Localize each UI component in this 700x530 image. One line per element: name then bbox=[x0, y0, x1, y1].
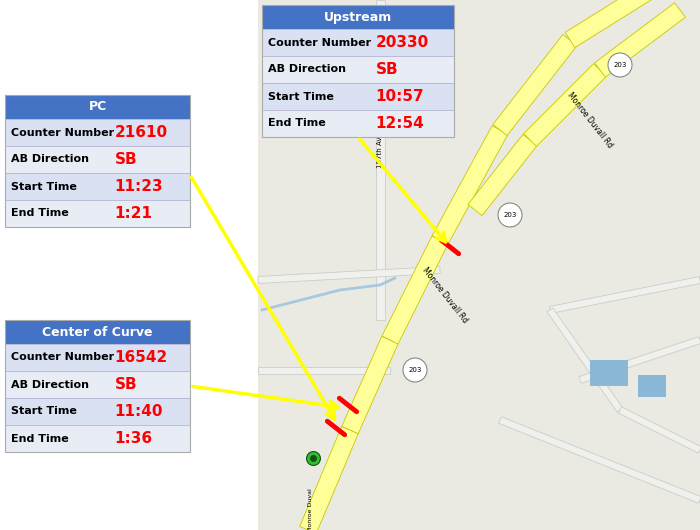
Bar bbox=[108, 200, 190, 227]
Polygon shape bbox=[579, 337, 700, 383]
Circle shape bbox=[498, 203, 522, 227]
Bar bbox=[108, 119, 190, 146]
Text: 187th Ave SE: 187th Ave SE bbox=[377, 121, 383, 169]
Bar bbox=[590, 360, 628, 386]
Text: Counter Number: Counter Number bbox=[268, 38, 371, 48]
Bar bbox=[262, 83, 454, 110]
Text: Monroe Duvall Rd: Monroe Duvall Rd bbox=[421, 266, 470, 324]
Polygon shape bbox=[493, 34, 577, 136]
Polygon shape bbox=[524, 64, 606, 146]
Polygon shape bbox=[550, 277, 700, 313]
Text: Monroe Duval: Monroe Duval bbox=[307, 488, 312, 530]
Polygon shape bbox=[258, 367, 390, 374]
Bar bbox=[262, 56, 454, 83]
Bar bbox=[108, 173, 190, 200]
Text: 12:54: 12:54 bbox=[375, 116, 424, 131]
Text: 20330: 20330 bbox=[375, 35, 429, 50]
Bar bbox=[5, 95, 190, 119]
Bar bbox=[5, 173, 108, 200]
Bar bbox=[5, 200, 108, 227]
Bar bbox=[638, 375, 666, 397]
Bar bbox=[5, 398, 108, 425]
Text: 203: 203 bbox=[503, 212, 517, 218]
Bar bbox=[5, 173, 190, 200]
Text: PC: PC bbox=[88, 101, 106, 113]
Bar bbox=[262, 5, 454, 137]
Polygon shape bbox=[565, 0, 655, 48]
Bar bbox=[5, 320, 190, 344]
Polygon shape bbox=[342, 337, 398, 434]
Bar bbox=[262, 83, 370, 110]
Bar bbox=[108, 425, 190, 452]
Polygon shape bbox=[375, 0, 384, 320]
Text: Center of Curve: Center of Curve bbox=[42, 325, 153, 339]
Text: 1:21: 1:21 bbox=[115, 206, 153, 221]
Text: SB: SB bbox=[115, 152, 137, 167]
Polygon shape bbox=[382, 236, 448, 344]
Bar bbox=[258, 0, 700, 530]
Bar bbox=[262, 110, 370, 137]
Text: End Time: End Time bbox=[11, 434, 69, 444]
Bar bbox=[5, 371, 108, 398]
Text: Start Time: Start Time bbox=[268, 92, 334, 102]
Text: Counter Number: Counter Number bbox=[11, 128, 114, 137]
Polygon shape bbox=[258, 267, 440, 284]
Bar bbox=[108, 371, 190, 398]
Text: Start Time: Start Time bbox=[11, 407, 77, 417]
Text: End Time: End Time bbox=[268, 119, 326, 128]
Polygon shape bbox=[547, 308, 623, 412]
Bar bbox=[108, 398, 190, 425]
Bar bbox=[5, 119, 108, 146]
Text: 11:23: 11:23 bbox=[115, 179, 163, 194]
Text: Monroe Duvall Rd: Monroe Duvall Rd bbox=[566, 91, 615, 149]
Text: SB: SB bbox=[375, 62, 398, 77]
Bar bbox=[370, 56, 454, 83]
Bar bbox=[108, 146, 190, 173]
Bar bbox=[5, 344, 108, 371]
Bar bbox=[370, 29, 454, 56]
Text: 21610: 21610 bbox=[115, 125, 168, 140]
Text: Start Time: Start Time bbox=[11, 181, 77, 191]
Text: AB Direction: AB Direction bbox=[11, 155, 89, 164]
Bar bbox=[262, 29, 370, 56]
Text: SB: SB bbox=[115, 377, 137, 392]
Bar bbox=[262, 110, 454, 137]
Bar bbox=[262, 5, 454, 29]
Bar bbox=[5, 398, 190, 425]
Polygon shape bbox=[468, 135, 537, 216]
Text: 1:36: 1:36 bbox=[115, 431, 153, 446]
Polygon shape bbox=[594, 3, 685, 77]
Text: 10:57: 10:57 bbox=[375, 89, 424, 104]
Text: 11:40: 11:40 bbox=[115, 404, 163, 419]
Text: Upstream: Upstream bbox=[324, 11, 392, 23]
Circle shape bbox=[608, 53, 632, 77]
Polygon shape bbox=[498, 417, 700, 504]
Polygon shape bbox=[300, 427, 358, 530]
Bar bbox=[5, 119, 190, 146]
Text: 16542: 16542 bbox=[115, 350, 168, 365]
Bar bbox=[370, 110, 454, 137]
Bar bbox=[108, 344, 190, 371]
Bar bbox=[5, 146, 190, 173]
Polygon shape bbox=[618, 407, 700, 453]
Bar bbox=[5, 425, 190, 452]
Bar bbox=[5, 371, 190, 398]
Text: AB Direction: AB Direction bbox=[268, 65, 346, 75]
Text: Counter Number: Counter Number bbox=[11, 352, 114, 363]
Bar bbox=[370, 83, 454, 110]
Bar bbox=[5, 146, 108, 173]
Text: 203: 203 bbox=[408, 367, 421, 373]
Text: 203: 203 bbox=[613, 62, 626, 68]
Circle shape bbox=[403, 358, 427, 382]
Polygon shape bbox=[432, 126, 508, 244]
Text: AB Direction: AB Direction bbox=[11, 379, 89, 390]
Bar bbox=[5, 200, 190, 227]
Bar bbox=[5, 344, 190, 371]
Bar bbox=[5, 425, 108, 452]
Text: End Time: End Time bbox=[11, 208, 69, 218]
Bar bbox=[5, 95, 190, 227]
Bar bbox=[262, 56, 370, 83]
Bar bbox=[5, 320, 190, 452]
Bar bbox=[262, 29, 454, 56]
